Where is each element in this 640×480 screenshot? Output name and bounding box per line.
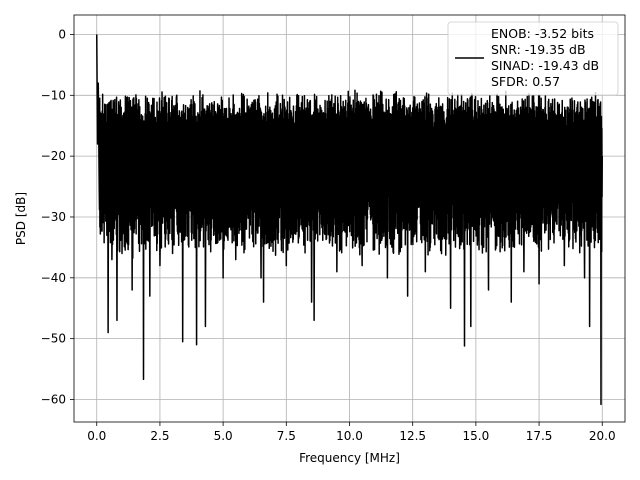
plot-area — [96, 34, 603, 406]
y-tick-label: −20 — [41, 149, 66, 163]
legend-entry-enob: ENOB: -3.52 bits — [491, 26, 594, 41]
x-tick-label: 17.5 — [526, 429, 553, 443]
x-tick-label: 15.0 — [463, 429, 490, 443]
legend-box — [447, 21, 619, 96]
psd-series-line — [96, 34, 603, 406]
x-tick-label: 2.5 — [150, 429, 169, 443]
x-tick-label: 20.0 — [589, 429, 616, 443]
y-tick-label: −50 — [41, 332, 66, 346]
x-axis-label: Frequency [MHz] — [299, 451, 400, 465]
y-tick-label: 0 — [58, 27, 66, 41]
x-tick-label: 0.0 — [87, 429, 106, 443]
x-tick-label: 12.5 — [399, 429, 426, 443]
legend-entry-snr: SNR: -19.35 dB — [491, 42, 586, 57]
x-tick-label: 10.0 — [336, 429, 363, 443]
legend-entry-sinad: SINAD: -19.43 dB — [491, 58, 599, 73]
y-tick-label: −30 — [41, 210, 66, 224]
legend: ENOB: -3.52 bits SNR: -19.35 dB SINAD: -… — [447, 21, 619, 96]
y-tick-label: −10 — [41, 88, 66, 102]
x-tick-label: 5.0 — [214, 429, 233, 443]
y-tick-label: −40 — [41, 271, 66, 285]
x-tick-label: 7.5 — [277, 429, 296, 443]
x-axis-ticks: 0.0 2.5 5.0 7.5 10.0 12.5 15.0 17.5 20.0 — [87, 422, 616, 443]
y-axis-ticks: 0 −10 −20 −30 −40 −50 −60 — [41, 27, 74, 406]
legend-entry-sfdr: SFDR: 0.57 — [491, 74, 560, 89]
y-axis-label: PSD [dB] — [14, 192, 28, 245]
y-tick-label: −60 — [41, 392, 66, 406]
